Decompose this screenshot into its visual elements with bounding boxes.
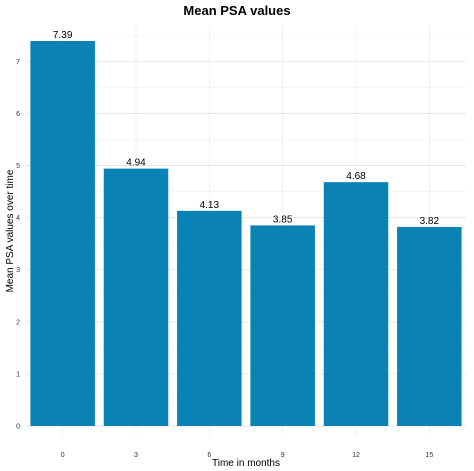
data-label-15: 3.82 — [420, 216, 440, 227]
y-tick-label: 3 — [16, 267, 20, 274]
x-tick-label: 6 — [207, 452, 211, 459]
bar-0 — [30, 40, 95, 427]
y-tick-label: 4 — [16, 215, 20, 222]
y-tick-label: 2 — [16, 319, 20, 326]
data-label-0: 7.39 — [53, 30, 73, 41]
y-axis-title: Mean PSA values over time — [5, 169, 16, 292]
y-tick-label: 6 — [16, 111, 20, 118]
data-label-3: 4.94 — [126, 158, 146, 169]
data-labels: 7.39 4.94 4.13 3.85 4.68 3.82 — [53, 30, 440, 227]
bar-15 — [397, 226, 462, 426]
data-label-9: 3.85 — [273, 214, 293, 225]
bar-3 — [103, 168, 169, 426]
x-tick-label: 15 — [425, 452, 433, 459]
y-tick-label: 7 — [16, 59, 20, 66]
bar-12 — [323, 182, 389, 426]
x-tick-label: 9 — [281, 452, 285, 459]
data-label-6: 4.13 — [200, 200, 220, 211]
y-tick-label: 0 — [16, 424, 20, 431]
chart-title: Mean PSA values — [183, 3, 290, 18]
x-tick-label: 3 — [134, 452, 138, 459]
y-tick-label: 5 — [16, 163, 20, 170]
data-label-12: 4.68 — [346, 171, 366, 182]
bar-6 — [177, 210, 242, 426]
x-axis-title: Time in months — [212, 458, 280, 469]
x-tick-label: 0 — [61, 452, 65, 459]
y-tick-label: 1 — [16, 371, 20, 378]
x-tick-label: 12 — [352, 452, 360, 459]
bars — [30, 40, 462, 427]
bar-9 — [250, 225, 315, 426]
